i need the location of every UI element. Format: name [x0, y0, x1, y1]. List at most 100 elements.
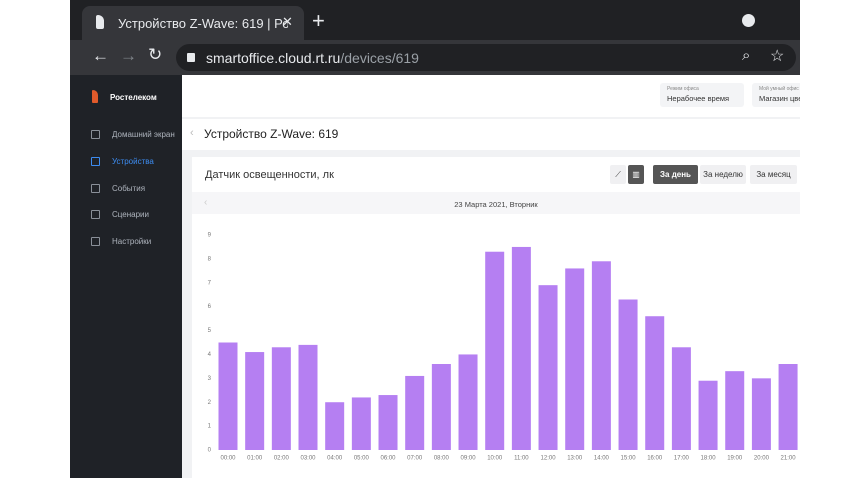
bar [245, 352, 265, 450]
favicon [96, 15, 104, 29]
x-tick-label: 03:00 [301, 456, 317, 462]
url-host: smartoffice.cloud.rt.ru [206, 50, 341, 66]
zoom[interactable]: ⌕ [742, 47, 751, 64]
line-view[interactable]: ⟋ [610, 165, 626, 184]
date-bar [192, 192, 800, 214]
bar [778, 364, 798, 450]
bar [218, 342, 238, 450]
x-tick-label: 16:00 [647, 456, 663, 462]
date: 23 Марта 2021, Вторник [454, 200, 538, 209]
menu-icon[interactable] [91, 183, 100, 193]
menu-icon[interactable] [91, 130, 100, 139]
period-button[interactable]: За неделю [700, 165, 746, 184]
y-tick-label: 1 [208, 424, 212, 430]
x-tick-label: 05:00 [354, 456, 370, 462]
bar [458, 354, 478, 450]
prev-day[interactable]: ‹ [204, 197, 208, 208]
bar [538, 285, 558, 450]
x-tick-label: 21:00 [781, 456, 797, 462]
menu-item[interactable]: Настройки [112, 237, 152, 247]
x-tick-label: 10:00 [487, 456, 503, 462]
x-tick-label: 18:00 [701, 456, 717, 462]
bar [725, 371, 745, 450]
bar [271, 347, 291, 450]
bar [565, 268, 585, 450]
x-tick-label: 04:00 [327, 456, 343, 462]
y-tick-label: 8 [208, 256, 212, 262]
bar [431, 364, 451, 450]
mode-label: Режим офиса [667, 86, 699, 92]
x-tick-label: 06:00 [381, 456, 397, 462]
bar [511, 246, 531, 450]
tab-close[interactable]: ✕ [282, 14, 293, 29]
menu-icon[interactable] [91, 210, 100, 220]
page-title: Устройство Z-Wave: 619 [204, 127, 339, 141]
url: smartoffice.cloud.rt.ru/devices/619 [206, 50, 419, 66]
menu-item[interactable]: Сценарии [112, 210, 149, 220]
sidebar: Ростелеком Домашний экран Устройства Событ… [70, 75, 182, 478]
x-tick-label: 12:00 [541, 456, 557, 462]
card-title: Датчик освещенности, лк [205, 169, 334, 181]
bar [298, 344, 318, 450]
bar [618, 299, 638, 450]
title-bar: ‹ Устройство Z-Wave: 619 [182, 119, 800, 150]
bar [698, 380, 718, 450]
x-tick-label: 09:00 [461, 456, 477, 462]
menu-icon[interactable] [91, 237, 100, 247]
tab[interactable]: ✕ [82, 6, 304, 40]
office-label: Мой умный офис [759, 86, 799, 92]
office-value: Магазин цвет [759, 94, 800, 103]
chart: 0 1 2 3 4 5 6 7 8 9 00:00 01:00 02:00 03:00 04:00 05:00… [208, 233, 798, 462]
lock [187, 53, 195, 62]
mode-select[interactable] [660, 83, 744, 107]
back-chevron[interactable]: ‹ [190, 127, 194, 139]
bar [591, 261, 611, 450]
menu-item[interactable]: Домашний экран [112, 130, 175, 139]
x-tick-label: 17:00 [674, 456, 690, 462]
bar [485, 251, 505, 450]
bar [645, 316, 665, 450]
office-select[interactable] [752, 83, 800, 107]
x-tick-label: 13:00 [567, 456, 583, 462]
url-path: /devices/619 [340, 50, 419, 66]
x-tick-label: 02:00 [274, 456, 290, 462]
x-tick-label: 01:00 [247, 456, 263, 462]
bar [405, 375, 425, 450]
y-tick-label: 3 [208, 376, 212, 382]
x-tick-label: 19:00 [727, 456, 743, 462]
x-tick-label: 11:00 [514, 456, 529, 462]
y-tick-label: 2 [208, 400, 212, 406]
menu-item[interactable]: Устройства [112, 156, 154, 166]
y-tick-label: 6 [208, 304, 212, 310]
profile[interactable] [742, 14, 755, 27]
period-button[interactable]: За день [653, 165, 698, 184]
period-button[interactable]: За месяц [750, 165, 797, 184]
bar [325, 402, 345, 450]
y-tick-label: 0 [208, 448, 212, 454]
tab-title: Устройство Z-Wave: 619 | Ростел [118, 16, 288, 31]
top-bar: Режим офиса Нерабочее время Мой умный оф… [182, 75, 800, 117]
bar [378, 395, 398, 450]
y-tick-label: 9 [208, 233, 212, 239]
y-tick-label: 5 [208, 328, 212, 334]
y-tick-label: 4 [208, 352, 212, 358]
x-tick-label: 14:00 [594, 456, 610, 462]
brand: Ростелеком [110, 93, 157, 102]
forward[interactable]: → [120, 46, 137, 65]
new-tab[interactable]: + [312, 8, 325, 33]
x-tick-label: 15:00 [621, 456, 637, 462]
bar-view[interactable]: ▥ [628, 165, 644, 184]
x-tick-label: 07:00 [407, 456, 423, 462]
back[interactable]: ← [92, 46, 109, 65]
reload[interactable]: ↻ [148, 45, 163, 64]
omnibox[interactable] [176, 44, 796, 71]
mode-value: Нерабочее время [667, 94, 730, 103]
menu-icon[interactable] [91, 156, 100, 166]
logo [92, 90, 98, 103]
bar [671, 347, 691, 450]
bar [351, 397, 371, 450]
menu-item[interactable]: События [112, 183, 146, 193]
bookmark[interactable]: ☆ [770, 48, 785, 65]
y-tick-label: 7 [208, 280, 212, 286]
